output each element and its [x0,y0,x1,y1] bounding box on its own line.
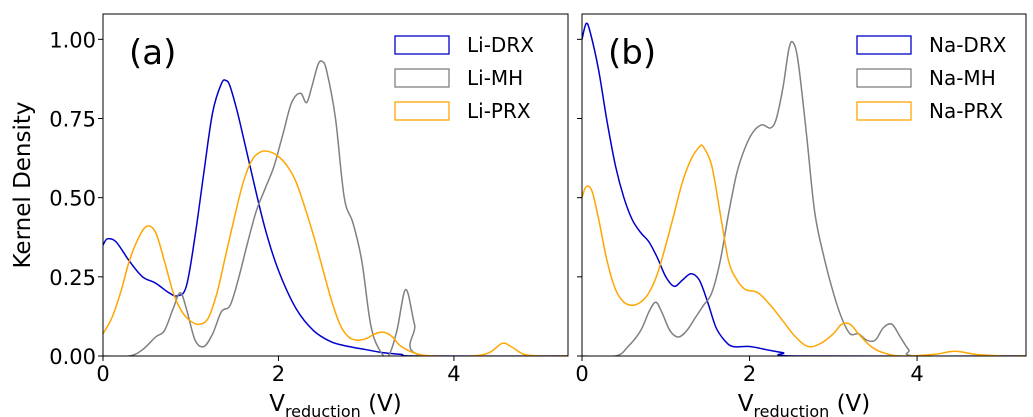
legend-label: Li-DRX [467,33,534,57]
series-line-na-prx [582,144,1026,356]
legend-swatch [856,101,912,121]
panel-label: (b) [608,33,656,73]
legend-label: Na-MH [929,66,996,90]
legend-label: Na-PRX [929,99,1003,123]
panel-label: (a) [129,33,176,73]
x-tick-label: 2 [743,362,756,386]
panel-b: 0 2 4 Vreduction (V) (b) Na-DRX Na-MH Na-PRX [575,13,1027,417]
y-tick-label: 0.00 [49,345,96,369]
legend-label: Li-MH [467,66,523,90]
series-line-na-mh [582,40,1026,356]
plot-frame [102,13,569,357]
x-axis-title: Vreduction (V) [738,391,871,417]
x-axis-title: Vreduction (V) [269,391,402,417]
x-tick-label: 2 [272,362,285,386]
x-tick-label: 4 [447,362,460,386]
x-tick-label: 0 [96,362,109,386]
series-line-na-drx [582,22,1026,356]
y-tick-label: 0.50 [49,187,96,211]
legend-label: Na-DRX [929,33,1007,57]
x-tick-label: 4 [910,362,923,386]
legend-swatch [856,68,912,88]
plot-frame [581,13,1027,357]
y-tick-label: 0.25 [49,266,96,290]
legend-swatch [394,35,450,55]
y-tick-label: 1.00 [49,28,96,52]
legend-label: Li-PRX [467,99,531,123]
series-line-li-drx [103,79,568,356]
legend-swatch [394,101,450,121]
legend-swatch [856,35,912,55]
series-line-li-mh [103,60,568,356]
y-tick-label: 0.75 [49,108,96,132]
y-axis-title: Kernel Density [10,101,36,268]
x-tick-label: 0 [575,362,588,386]
panel-a: 0 2 4 0.00 0.25 0.50 0.75 1.00 Vreduction (V) Ker… [10,13,569,417]
legend-swatch [394,68,450,88]
series-line-li-prx [103,150,568,356]
